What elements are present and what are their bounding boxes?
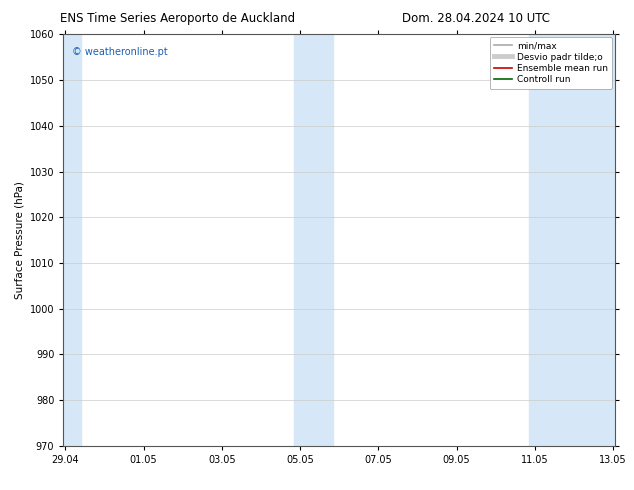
Bar (294, 34, 333, 446)
Text: Dom. 28.04.2024 10 UTC: Dom. 28.04.2024 10 UTC (401, 12, 550, 25)
Text: ENS Time Series Aeroporto de Auckland: ENS Time Series Aeroporto de Auckland (60, 12, 295, 25)
Legend: min/max, Desvio padr tilde;o, Ensemble mean run, Controll run: min/max, Desvio padr tilde;o, Ensemble m… (489, 37, 612, 89)
Bar (63, 34, 81, 446)
Bar (529, 34, 615, 446)
Text: © weatheronline.pt: © weatheronline.pt (72, 47, 167, 57)
Y-axis label: Surface Pressure (hPa): Surface Pressure (hPa) (14, 181, 24, 299)
